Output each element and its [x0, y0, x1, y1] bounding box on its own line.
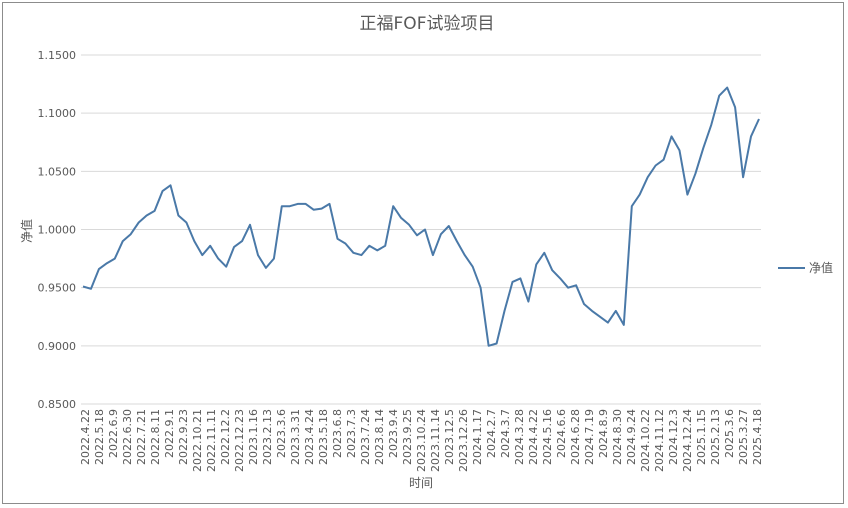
x-tick-label: 2025.3.6	[723, 409, 736, 458]
y-tick-label: 0.9000	[38, 340, 77, 353]
x-tick-label: 2023.3.31	[289, 409, 302, 465]
x-tick-label: 2023.11.14	[429, 409, 442, 472]
x-tick-label: 2022.7.21	[135, 409, 148, 465]
x-tick-label: 2024.8.30	[611, 409, 624, 465]
x-tick-label: 2024.3.7	[499, 409, 512, 458]
x-tick-label: 2025.1.15	[695, 409, 708, 465]
x-tick-label: 2023.7.24	[359, 409, 372, 465]
series-lines	[82, 86, 760, 347]
y-tick-label: 0.8500	[38, 398, 77, 411]
x-tick-label: 2024.7.19	[583, 409, 596, 465]
x-tick-label: 2024.6.6	[555, 409, 568, 458]
x-tick-label: 2022.11.11	[205, 409, 218, 472]
series-line	[82, 86, 760, 347]
x-tick-label: 2023.9.25	[401, 409, 414, 465]
x-tick-label: 2023.2.13	[261, 409, 274, 465]
x-tick-label: 2023.8.14	[373, 409, 386, 465]
x-tick-label: 2023.12.5	[443, 409, 456, 465]
x-tick-label: 2024.11.12	[653, 409, 666, 472]
chart-title: 正福FOF试验项目	[360, 14, 495, 34]
x-tick-label: 2022.9.23	[177, 409, 190, 465]
x-axis-label: 时间	[409, 476, 433, 490]
legend: 净值	[778, 260, 833, 275]
y-tick-label: 1.1000	[38, 107, 77, 120]
y-axis-ticks: 0.8500 0.9000 0.9500 1.0000 1.0500 1.1000 1.15…	[38, 49, 77, 411]
y-tick-label: 0.9500	[38, 282, 77, 295]
x-tick-label: 2024.12.24	[681, 409, 694, 472]
y-tick-label: 1.0000	[38, 224, 77, 237]
x-tick-label: 2022.6.9	[107, 409, 120, 458]
x-tick-label: 2023.6.8	[331, 409, 344, 458]
x-tick-label: 2023.9.4	[387, 409, 400, 458]
x-tick-label: 2022.12.23	[233, 409, 246, 472]
x-tick-label: 2024.4.22	[527, 409, 540, 465]
x-tick-label: 2022.6.30	[121, 409, 134, 465]
x-axis-ticks: 2022.4.22 2022.5.18 2022.6.9 2022.6.30 2022.…	[79, 409, 764, 472]
x-tick-label: 2022.8.11	[149, 409, 162, 465]
line-chart: 正福FOF试验项目 0.8500 0.9000 0.9500 1.0000 1.0500…	[19, 14, 833, 490]
x-tick-label: 2024.2.7	[485, 409, 498, 458]
y-tick-label: 1.1500	[38, 49, 77, 62]
y-axis-label: 净值	[19, 219, 34, 243]
x-tick-label: 2022.4.22	[79, 409, 92, 465]
x-tick-label: 2025.3.27	[737, 409, 750, 465]
gridlines	[81, 54, 761, 405]
x-tick-label: 2022.5.18	[93, 409, 106, 465]
x-tick-label: 2023.1.16	[247, 409, 260, 465]
x-tick-label: 2022.9.1	[163, 409, 176, 458]
x-tick-label: 2023.10.24	[415, 409, 428, 472]
x-tick-label: 2024.3.28	[513, 409, 526, 465]
x-tick-label: 2023.5.18	[317, 409, 330, 465]
x-tick-label: 2023.12.26	[457, 409, 470, 472]
x-tick-label: 2024.6.28	[569, 409, 582, 465]
x-tick-label: 2024.5.16	[541, 409, 554, 465]
legend-label: 净值	[809, 260, 833, 275]
x-tick-label: 2024.1.17	[471, 409, 484, 465]
x-tick-label: 2023.3.6	[275, 409, 288, 458]
x-tick-label: 2024.8.9	[597, 409, 610, 458]
y-tick-label: 1.0500	[38, 165, 77, 178]
x-tick-label: 2023.7.3	[345, 409, 358, 458]
x-tick-label: 2025.4.18	[751, 409, 764, 465]
x-tick-label: 2024.12.3	[667, 409, 680, 465]
x-tick-label: 2022.10.21	[191, 409, 204, 472]
x-tick-label: 2022.12.2	[219, 409, 232, 465]
x-tick-label: 2024.10.22	[639, 409, 652, 472]
x-tick-label: 2025.2.13	[709, 409, 722, 465]
x-tick-label: 2023.4.24	[303, 409, 316, 465]
x-tick-label: 2024.9.24	[625, 409, 638, 465]
